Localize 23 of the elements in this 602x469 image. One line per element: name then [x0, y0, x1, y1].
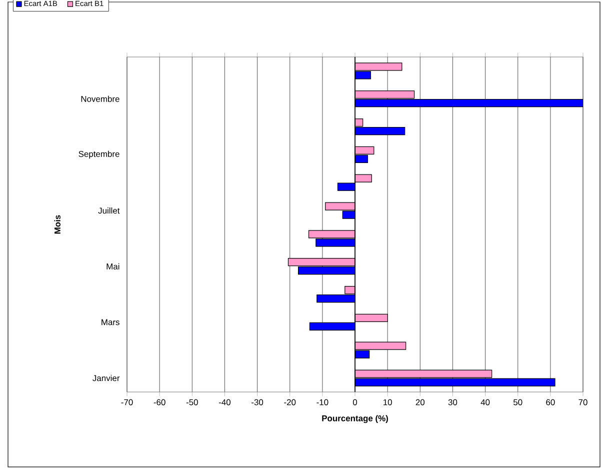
y-axis-title: Mois [54, 215, 60, 234]
y-tick-label: Septembre [78, 150, 120, 159]
y-tick-label: Novembre [81, 96, 120, 102]
x-tick-label: 30 [448, 399, 458, 406]
x-tick-label: 70 [578, 399, 588, 406]
y-tick-label: Janvier [92, 374, 120, 382]
x-tick-label: -60 [154, 399, 166, 406]
y-tick-label: Mars [102, 319, 120, 326]
x-tick-label: 60 [546, 399, 555, 406]
x-tick-label: -50 [186, 399, 198, 406]
x-tick-label: 0 [352, 399, 358, 406]
x-tick-label: 40 [480, 399, 490, 406]
x-tick-label: -20 [284, 399, 296, 406]
x-axis-title: Pourcentage (%) [322, 415, 388, 424]
y-tick-label: Mai [106, 263, 120, 270]
x-tick-label: -10 [316, 399, 328, 406]
x-tick-label: 10 [384, 399, 392, 406]
x-tick-label: -40 [218, 399, 231, 406]
x-tick-label: -70 [121, 399, 133, 406]
x-tick-label: -30 [252, 399, 264, 406]
x-tick-label: 20 [416, 399, 425, 406]
y-tick-label: Juillet [98, 207, 120, 214]
x-tick-label: 50 [513, 399, 522, 406]
